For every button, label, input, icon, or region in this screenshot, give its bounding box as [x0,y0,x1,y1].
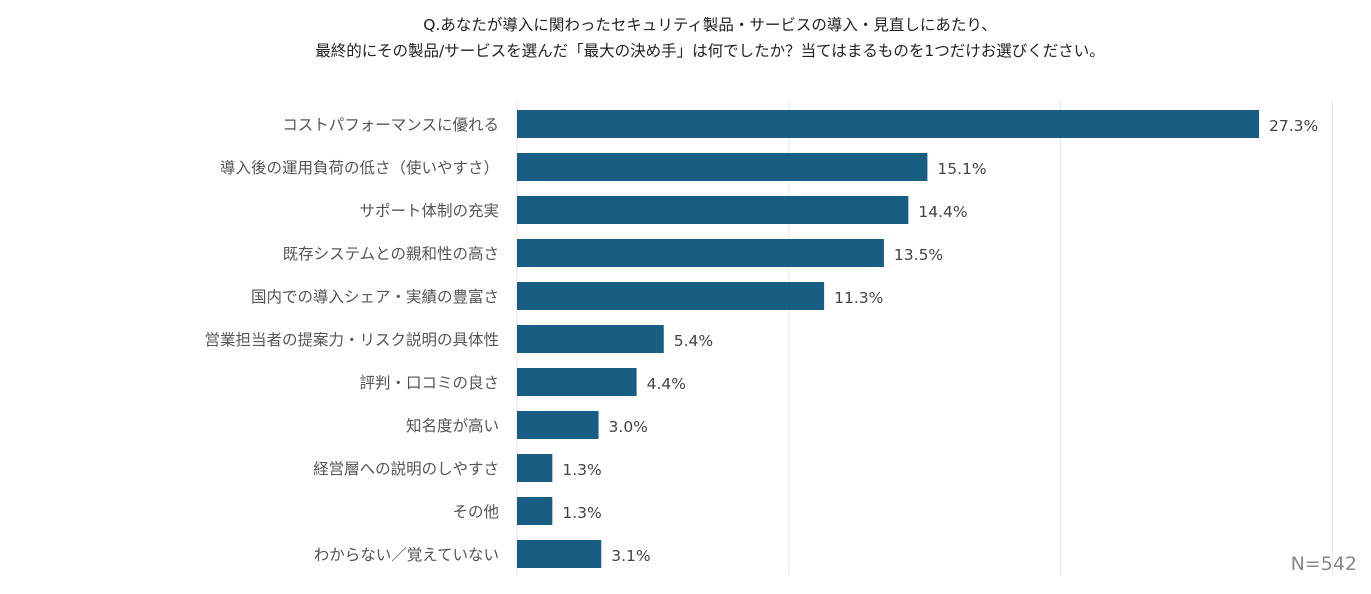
bar [517,411,599,439]
category-label: 知名度が高い [406,417,499,435]
value-label: 15.1% [937,160,986,178]
bar [517,454,553,482]
bar [517,497,553,525]
bar [517,540,602,568]
category-label: 評判・口コミの良さ [359,374,499,392]
bar [517,196,909,224]
value-label: 14.4% [918,203,967,221]
category-label: わからない／覚えていない [314,546,499,564]
category-label: 営業担当者の提案力・リスク説明の具体性 [204,331,499,349]
sample-size-label: N=542 [1290,553,1357,575]
value-label: 1.3% [562,461,601,479]
bar [517,110,1259,138]
bar [517,153,928,181]
value-label: 3.0% [609,418,648,436]
value-label: 5.4% [674,332,713,350]
category-label: 既存システムとの親和性の高さ [283,245,499,263]
value-label: 3.1% [611,547,650,565]
value-label: 11.3% [834,289,883,307]
bar [517,325,664,353]
category-label: コストパフォーマンスに優れる [282,116,499,134]
category-label: 導入後の運用負荷の低さ（使いやすさ） [220,159,499,177]
chart-title: Q.あなたが導入に関わったセキュリティ製品・サービスの導入・見直しにあたり、 最… [0,12,1371,64]
bar [517,282,825,310]
value-label: 4.4% [647,375,686,393]
value-label: 13.5% [894,246,943,264]
category-label: 国内での導入シェア・実績の豊富さ [251,288,499,306]
category-label: その他 [452,503,499,521]
chart-title-line-2: 最終的にその製品/サービスを選んだ「最大の決め手」は何でしたか？当てはまるものを… [315,42,1105,60]
bar [517,239,884,267]
chart-title-line-1: Q.あなたが導入に関わったセキュリティ製品・サービスの導入・見直しにあたり、 [423,16,997,34]
category-label: サポート体制の充実 [359,202,499,220]
value-label: 27.3% [1269,117,1318,135]
bar [517,368,637,396]
category-label: 経営層への説明のしやすさ [313,460,499,478]
value-label: 1.3% [562,504,601,522]
